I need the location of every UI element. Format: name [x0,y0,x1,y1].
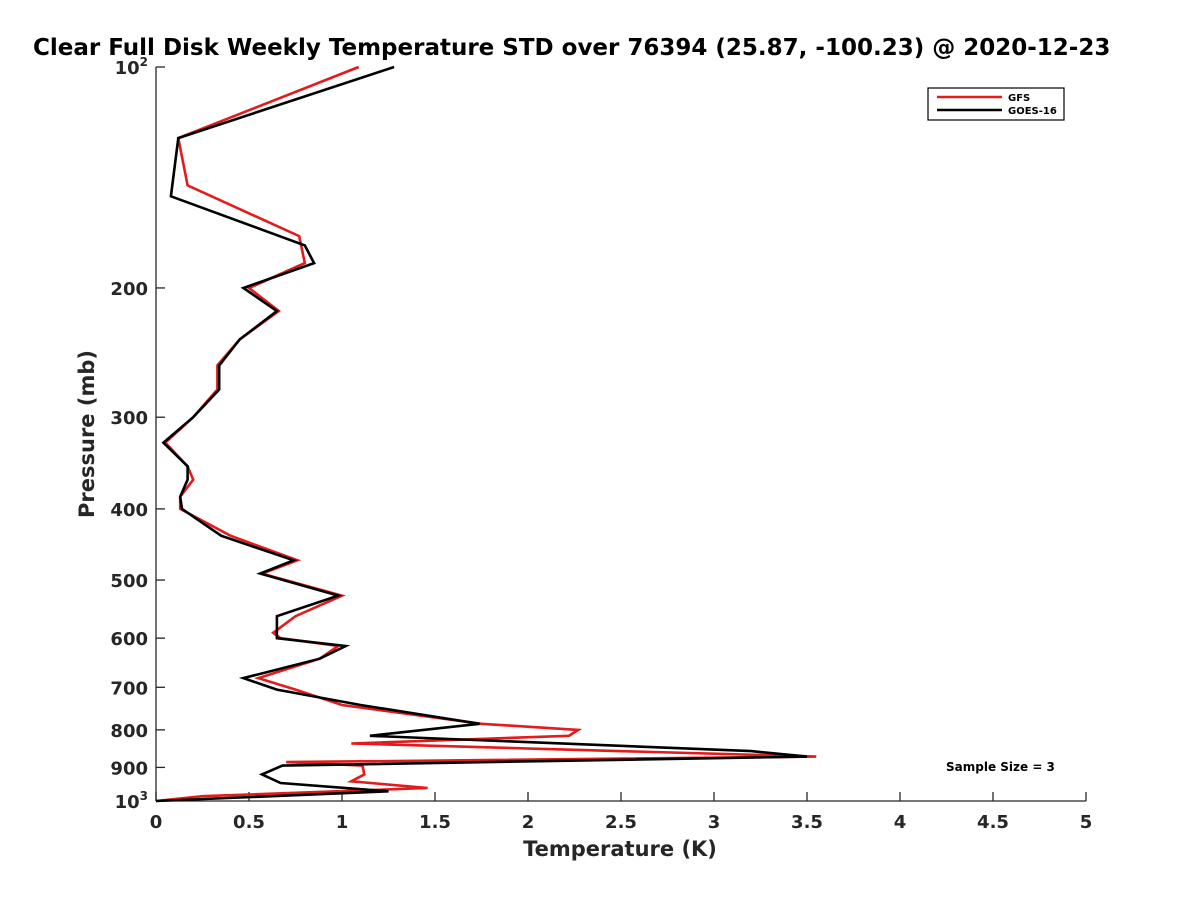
y-tick-label: 400 [110,500,148,521]
x-tick-label: 0.5 [233,812,265,833]
legend-label: GOES-16 [1008,106,1057,117]
x-tick-label: 2 [522,812,535,833]
y-tick-label: 200 [110,279,148,300]
y-tick-label: 600 [110,629,148,650]
y-tick-label: 700 [110,678,148,699]
x-tick-label: 4.5 [977,812,1009,833]
x-tick-label: 1 [336,812,349,833]
legend-box [927,87,1065,121]
y-tick-label: 300 [110,408,148,429]
y-tick-label: 800 [110,721,148,742]
series-lines [155,65,817,803]
y-axis-label: Pressure (mb) [75,350,99,518]
sample-size-label: Sample Size = 3 [946,760,1055,774]
series-line-goes-16 [155,65,808,803]
x-tick-label: 5 [1080,812,1093,833]
legend-label: GFS [1008,93,1030,104]
x-tick-label: 3.5 [791,812,823,833]
chart-title: Clear Full Disk Weekly Temperature STD o… [33,35,1110,61]
x-axis-ticks: 0 0.5 1 1.5 2 2.5 3 3.5 4 4.5 5 [150,792,1093,833]
x-tick-label: 4 [894,812,907,833]
x-tick-label: 1.5 [419,812,451,833]
x-tick-label: 0 [150,812,163,833]
y-axis-ticks: 102 200 300 400 500 600 700 800 900 103 [110,55,165,813]
legend: GFS GOES-16 [927,87,1065,121]
y-tick-label: 900 [110,758,148,779]
y-tick-label: 500 [110,571,148,592]
y-tick-label: 103 [115,789,148,813]
x-tick-label: 2.5 [605,812,637,833]
x-axis-label: Temperature (K) [523,837,717,861]
y-tick-label: 102 [115,55,148,79]
x-tick-label: 3 [708,812,721,833]
